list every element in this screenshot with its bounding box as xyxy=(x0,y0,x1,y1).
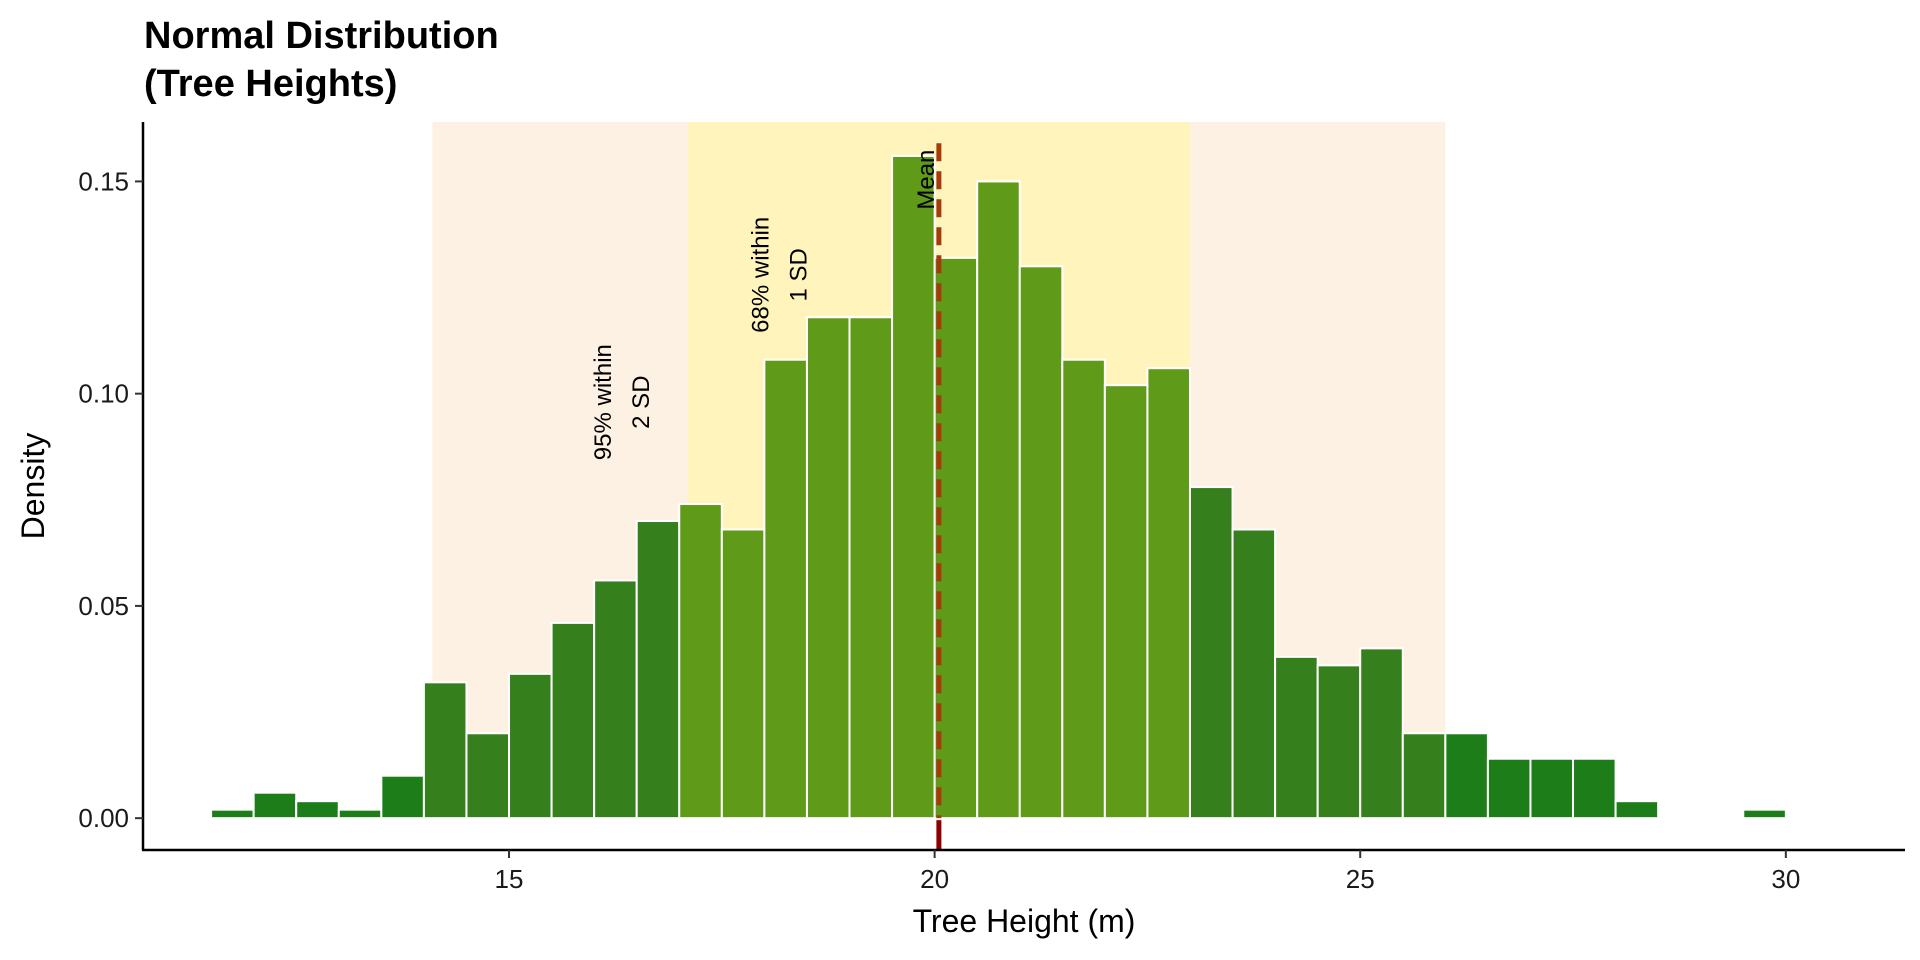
sd-band-label-1-line-1: 95% within xyxy=(590,344,617,460)
histogram-bar-29 xyxy=(1401,732,1447,820)
histogram-bar-16 xyxy=(848,316,894,820)
sd-band-label-2-line-2: 1 SD xyxy=(786,248,813,301)
x-tick-label-1: 15 xyxy=(495,864,524,894)
histogram-bar-13 xyxy=(720,528,766,820)
x-tick-label-2: 20 xyxy=(920,864,949,894)
histogram-bar-11 xyxy=(635,520,681,820)
histogram-bar-26 xyxy=(1274,655,1319,820)
histogram-bar-28 xyxy=(1359,647,1404,820)
y-tick-label-2: 0.05 xyxy=(78,591,129,621)
band-annotations: Mean 95% within 2 SD 68% within 1 SD xyxy=(590,150,940,461)
x-tick-label-3: 25 xyxy=(1346,864,1375,894)
histogram-bar-4 xyxy=(337,808,383,820)
histogram-bar-30 xyxy=(1444,732,1489,820)
histogram-bar-2 xyxy=(252,791,298,820)
histogram-bar-32 xyxy=(1529,757,1575,820)
chart-title-line-2: (Tree Heights) xyxy=(144,63,398,105)
histogram-bar-22 xyxy=(1103,384,1149,820)
histogram-bar-12 xyxy=(678,503,723,820)
histogram-bar-1 xyxy=(210,808,255,820)
histogram-bar-17 xyxy=(891,154,936,820)
y-tick-label-4: 0.15 xyxy=(78,166,129,196)
axes: 15 20 25 30 0.00 0.05 0.10 0.15 xyxy=(78,122,1905,894)
histogram-bar-31 xyxy=(1486,757,1532,820)
chart-title-line-1: Normal Distribution xyxy=(144,15,499,57)
histogram-bar-34 xyxy=(1614,800,1660,820)
histogram-bar-8 xyxy=(508,672,553,820)
sd-band-label-2: 68% within 1 SD xyxy=(748,217,813,333)
y-tick-label-1: 0.00 xyxy=(78,803,129,833)
histogram-bars xyxy=(210,154,1787,820)
histogram-bar-3 xyxy=(295,800,340,820)
histogram-bar-35 xyxy=(1742,808,1787,820)
histogram-bar-25 xyxy=(1231,528,1277,820)
mean-label: Mean xyxy=(913,150,940,210)
histogram-bar-33 xyxy=(1572,757,1617,820)
x-tick-label-4: 30 xyxy=(1771,864,1800,894)
histogram-bar-10 xyxy=(593,579,638,820)
histogram-bar-23 xyxy=(1146,367,1191,820)
histogram-bar-20 xyxy=(1018,265,1064,820)
chart-title: Normal Distribution (Tree Heights) xyxy=(144,12,499,108)
sd-band-label-2-line-1: 68% within xyxy=(748,217,775,333)
sd-band-label-1: 95% within 2 SD xyxy=(590,344,655,460)
histogram-bar-18 xyxy=(933,256,979,820)
y-tick-label-3: 0.10 xyxy=(78,379,129,409)
histogram-bar-7 xyxy=(465,732,511,820)
histogram-bar-15 xyxy=(805,316,851,820)
histogram-bar-5 xyxy=(380,774,425,820)
x-axis-title: Tree Height (m) xyxy=(913,903,1136,939)
histogram-bar-6 xyxy=(422,681,468,820)
histogram-bar-9 xyxy=(550,621,596,820)
histogram-bar-14 xyxy=(763,358,808,820)
histogram-bar-27 xyxy=(1316,664,1362,820)
sd-band-label-1-line-2: 2 SD xyxy=(628,375,655,428)
histogram-bar-19 xyxy=(976,180,1021,820)
histogram-bar-24 xyxy=(1188,486,1234,820)
histogram-bar-21 xyxy=(1061,358,1106,820)
y-axis-title: Density xyxy=(15,433,51,540)
